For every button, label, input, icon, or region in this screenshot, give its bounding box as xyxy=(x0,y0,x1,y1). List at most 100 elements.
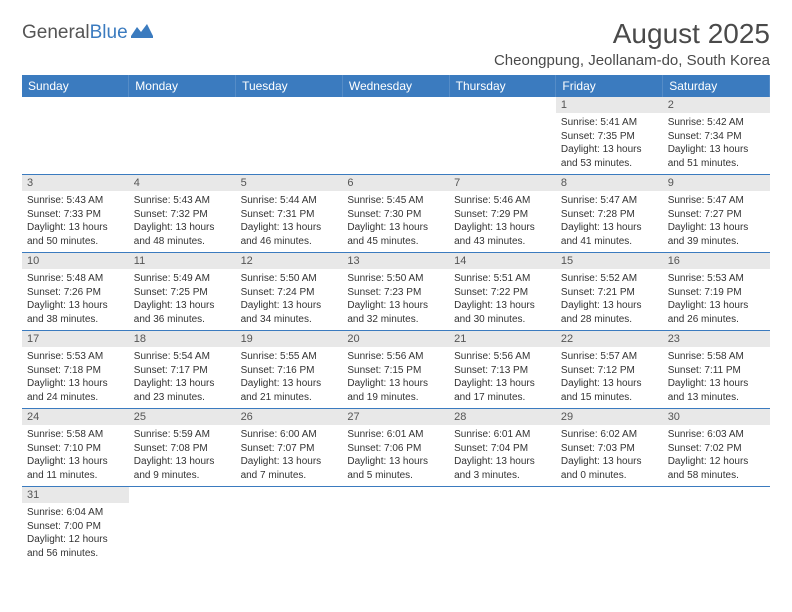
calendar-row: 17Sunrise: 5:53 AMSunset: 7:18 PMDayligh… xyxy=(22,331,770,409)
calendar-cell: 29Sunrise: 6:02 AMSunset: 7:03 PMDayligh… xyxy=(556,409,663,487)
calendar-cell-empty xyxy=(236,97,343,175)
calendar-row: 1Sunrise: 5:41 AMSunset: 7:35 PMDaylight… xyxy=(22,97,770,175)
calendar-cell: 8Sunrise: 5:47 AMSunset: 7:28 PMDaylight… xyxy=(556,175,663,253)
calendar-body: 1Sunrise: 5:41 AMSunset: 7:35 PMDaylight… xyxy=(22,97,770,564)
calendar-cell: 2Sunrise: 5:42 AMSunset: 7:34 PMDaylight… xyxy=(663,97,770,175)
weekday-header: Friday xyxy=(556,75,663,97)
calendar-row: 31Sunrise: 6:04 AMSunset: 7:00 PMDayligh… xyxy=(22,487,770,565)
day-number: 18 xyxy=(129,331,236,347)
day-details: Sunrise: 5:46 AMSunset: 7:29 PMDaylight:… xyxy=(449,191,556,252)
flag-icon xyxy=(131,22,153,44)
day-details: Sunrise: 6:01 AMSunset: 7:04 PMDaylight:… xyxy=(449,425,556,486)
calendar-cell: 28Sunrise: 6:01 AMSunset: 7:04 PMDayligh… xyxy=(449,409,556,487)
logo-word1: General xyxy=(22,22,90,44)
day-details: Sunrise: 5:47 AMSunset: 7:28 PMDaylight:… xyxy=(556,191,663,252)
calendar-cell-empty xyxy=(449,97,556,175)
day-details: Sunrise: 5:54 AMSunset: 7:17 PMDaylight:… xyxy=(129,347,236,408)
calendar-cell: 21Sunrise: 5:56 AMSunset: 7:13 PMDayligh… xyxy=(449,331,556,409)
day-details: Sunrise: 5:43 AMSunset: 7:32 PMDaylight:… xyxy=(129,191,236,252)
calendar-cell: 13Sunrise: 5:50 AMSunset: 7:23 PMDayligh… xyxy=(342,253,449,331)
day-number: 1 xyxy=(556,97,663,113)
weekday-header: Thursday xyxy=(449,75,556,97)
day-details: Sunrise: 5:53 AMSunset: 7:18 PMDaylight:… xyxy=(22,347,129,408)
day-details: Sunrise: 6:04 AMSunset: 7:00 PMDaylight:… xyxy=(22,503,129,564)
day-number: 5 xyxy=(236,175,343,191)
day-details: Sunrise: 5:44 AMSunset: 7:31 PMDaylight:… xyxy=(236,191,343,252)
day-number: 13 xyxy=(342,253,449,269)
calendar-cell: 27Sunrise: 6:01 AMSunset: 7:06 PMDayligh… xyxy=(342,409,449,487)
logo-word2: Blue xyxy=(90,22,128,44)
calendar-cell: 12Sunrise: 5:50 AMSunset: 7:24 PMDayligh… xyxy=(236,253,343,331)
day-number: 9 xyxy=(663,175,770,191)
calendar-cell: 24Sunrise: 5:58 AMSunset: 7:10 PMDayligh… xyxy=(22,409,129,487)
day-details: Sunrise: 5:49 AMSunset: 7:25 PMDaylight:… xyxy=(129,269,236,330)
weekday-header: Saturday xyxy=(663,75,770,97)
day-details: Sunrise: 5:41 AMSunset: 7:35 PMDaylight:… xyxy=(556,113,663,174)
calendar-cell: 31Sunrise: 6:04 AMSunset: 7:00 PMDayligh… xyxy=(22,487,129,565)
day-details: Sunrise: 5:53 AMSunset: 7:19 PMDaylight:… xyxy=(663,269,770,330)
day-details: Sunrise: 6:03 AMSunset: 7:02 PMDaylight:… xyxy=(663,425,770,486)
header: GeneralBlue August 2025 Cheongpung, Jeol… xyxy=(22,18,770,69)
day-details: Sunrise: 6:00 AMSunset: 7:07 PMDaylight:… xyxy=(236,425,343,486)
day-details: Sunrise: 5:45 AMSunset: 7:30 PMDaylight:… xyxy=(342,191,449,252)
day-number: 19 xyxy=(236,331,343,347)
calendar-cell: 30Sunrise: 6:03 AMSunset: 7:02 PMDayligh… xyxy=(663,409,770,487)
day-number: 27 xyxy=(342,409,449,425)
day-details: Sunrise: 5:52 AMSunset: 7:21 PMDaylight:… xyxy=(556,269,663,330)
calendar-cell-empty xyxy=(663,487,770,565)
calendar-cell: 7Sunrise: 5:46 AMSunset: 7:29 PMDaylight… xyxy=(449,175,556,253)
day-number: 2 xyxy=(663,97,770,113)
day-number: 28 xyxy=(449,409,556,425)
day-number: 10 xyxy=(22,253,129,269)
calendar-cell-empty xyxy=(342,487,449,565)
calendar-row: 3Sunrise: 5:43 AMSunset: 7:33 PMDaylight… xyxy=(22,175,770,253)
day-number: 17 xyxy=(22,331,129,347)
calendar-cell: 10Sunrise: 5:48 AMSunset: 7:26 PMDayligh… xyxy=(22,253,129,331)
calendar-cell: 5Sunrise: 5:44 AMSunset: 7:31 PMDaylight… xyxy=(236,175,343,253)
day-number: 21 xyxy=(449,331,556,347)
day-details: Sunrise: 5:56 AMSunset: 7:13 PMDaylight:… xyxy=(449,347,556,408)
calendar-cell: 22Sunrise: 5:57 AMSunset: 7:12 PMDayligh… xyxy=(556,331,663,409)
calendar-row: 10Sunrise: 5:48 AMSunset: 7:26 PMDayligh… xyxy=(22,253,770,331)
calendar-table: SundayMondayTuesdayWednesdayThursdayFrid… xyxy=(22,75,770,564)
weekday-header: Wednesday xyxy=(342,75,449,97)
calendar-cell-empty xyxy=(236,487,343,565)
day-number: 24 xyxy=(22,409,129,425)
day-number: 3 xyxy=(22,175,129,191)
calendar-cell: 16Sunrise: 5:53 AMSunset: 7:19 PMDayligh… xyxy=(663,253,770,331)
day-number: 14 xyxy=(449,253,556,269)
day-details: Sunrise: 5:50 AMSunset: 7:24 PMDaylight:… xyxy=(236,269,343,330)
day-number: 6 xyxy=(342,175,449,191)
day-details: Sunrise: 5:58 AMSunset: 7:10 PMDaylight:… xyxy=(22,425,129,486)
title-block: August 2025 Cheongpung, Jeollanam-do, So… xyxy=(494,18,770,69)
day-number: 15 xyxy=(556,253,663,269)
day-number: 11 xyxy=(129,253,236,269)
calendar-cell: 20Sunrise: 5:56 AMSunset: 7:15 PMDayligh… xyxy=(342,331,449,409)
day-number: 22 xyxy=(556,331,663,347)
day-details: Sunrise: 5:51 AMSunset: 7:22 PMDaylight:… xyxy=(449,269,556,330)
weekday-header: Monday xyxy=(129,75,236,97)
day-number: 30 xyxy=(663,409,770,425)
day-details: Sunrise: 5:50 AMSunset: 7:23 PMDaylight:… xyxy=(342,269,449,330)
calendar-cell-empty xyxy=(342,97,449,175)
calendar-cell-empty xyxy=(22,97,129,175)
calendar-cell: 9Sunrise: 5:47 AMSunset: 7:27 PMDaylight… xyxy=(663,175,770,253)
calendar-cell: 6Sunrise: 5:45 AMSunset: 7:30 PMDaylight… xyxy=(342,175,449,253)
month-title: August 2025 xyxy=(494,18,770,50)
calendar-cell: 3Sunrise: 5:43 AMSunset: 7:33 PMDaylight… xyxy=(22,175,129,253)
day-details: Sunrise: 5:48 AMSunset: 7:26 PMDaylight:… xyxy=(22,269,129,330)
calendar-cell: 14Sunrise: 5:51 AMSunset: 7:22 PMDayligh… xyxy=(449,253,556,331)
day-details: Sunrise: 6:02 AMSunset: 7:03 PMDaylight:… xyxy=(556,425,663,486)
day-details: Sunrise: 5:59 AMSunset: 7:08 PMDaylight:… xyxy=(129,425,236,486)
day-number: 26 xyxy=(236,409,343,425)
day-details: Sunrise: 5:57 AMSunset: 7:12 PMDaylight:… xyxy=(556,347,663,408)
weekday-header-row: SundayMondayTuesdayWednesdayThursdayFrid… xyxy=(22,75,770,97)
day-number: 31 xyxy=(22,487,129,503)
day-details: Sunrise: 5:58 AMSunset: 7:11 PMDaylight:… xyxy=(663,347,770,408)
calendar-cell: 15Sunrise: 5:52 AMSunset: 7:21 PMDayligh… xyxy=(556,253,663,331)
calendar-cell: 11Sunrise: 5:49 AMSunset: 7:25 PMDayligh… xyxy=(129,253,236,331)
calendar-cell-empty xyxy=(556,487,663,565)
day-details: Sunrise: 6:01 AMSunset: 7:06 PMDaylight:… xyxy=(342,425,449,486)
calendar-cell: 1Sunrise: 5:41 AMSunset: 7:35 PMDaylight… xyxy=(556,97,663,175)
day-details: Sunrise: 5:55 AMSunset: 7:16 PMDaylight:… xyxy=(236,347,343,408)
